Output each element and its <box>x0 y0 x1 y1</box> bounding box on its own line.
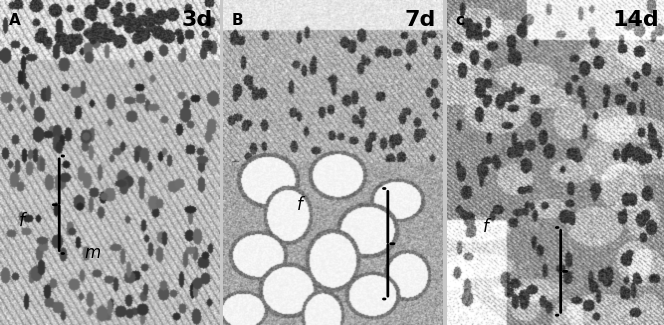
Text: 7d: 7d <box>405 10 436 30</box>
Text: f: f <box>19 212 25 230</box>
Text: 3d: 3d <box>181 10 212 30</box>
Text: c: c <box>456 13 464 28</box>
Text: A: A <box>9 13 21 28</box>
Text: f: f <box>297 196 303 214</box>
Text: m: m <box>84 244 100 263</box>
Text: 14d: 14d <box>613 10 659 30</box>
Text: B: B <box>232 13 244 28</box>
Text: f: f <box>483 218 489 237</box>
